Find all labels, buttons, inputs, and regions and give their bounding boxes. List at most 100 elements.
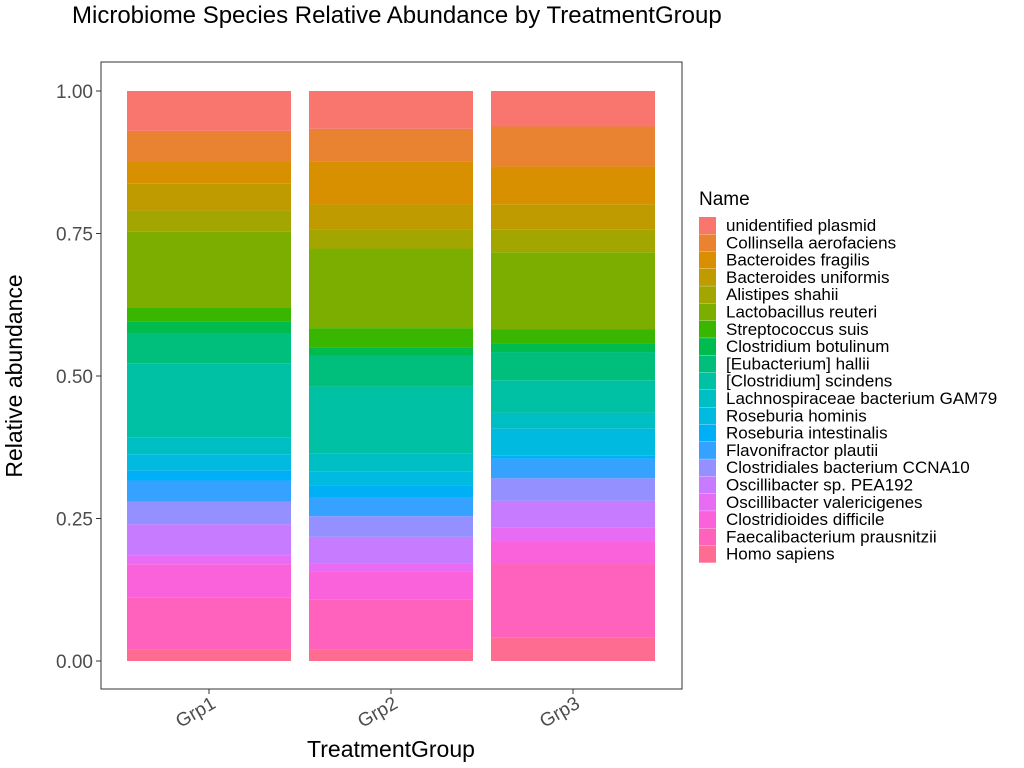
legend-label: Roseburia intestinalis — [726, 424, 888, 443]
legend-label: Clostridiales bacterium CCNA10 — [726, 458, 970, 477]
bar-segment — [127, 437, 291, 455]
bar-segment — [491, 166, 655, 205]
bar-segment — [309, 536, 473, 564]
bar-segment — [127, 333, 291, 364]
bar-segment — [309, 328, 473, 348]
bar-segment — [127, 161, 291, 184]
legend-key — [699, 493, 716, 511]
bar-segment — [491, 500, 655, 528]
legend-key — [699, 511, 716, 529]
bar-segment — [127, 210, 291, 232]
bar-segment — [491, 412, 655, 429]
bar-segment — [491, 229, 655, 253]
bar-segment — [491, 204, 655, 230]
legend-label: Streptococcus suis — [726, 320, 869, 339]
bar-segment — [491, 252, 655, 330]
legend-key — [699, 234, 716, 252]
bar-segment — [309, 355, 473, 387]
legend-key — [699, 251, 716, 269]
legend-label: Collinsella aerofaciens — [726, 233, 896, 252]
legend-key — [699, 390, 716, 407]
bar-segment — [491, 564, 655, 638]
bar-segment — [309, 497, 473, 517]
x-tick-label: Grp3 — [536, 693, 583, 732]
bar-segment — [127, 321, 291, 334]
x-axis-title: TreatmentGroup — [307, 736, 475, 762]
y-tick-label: 0.50 — [56, 367, 93, 388]
legend-key — [699, 459, 716, 477]
bar-segment — [309, 563, 473, 572]
legend-label: unidentified plasmid — [726, 216, 876, 235]
bar-segment — [309, 571, 473, 600]
bar-segment — [309, 516, 473, 537]
legend-label: Homo sapiens — [726, 545, 835, 564]
legend-label: Clostridium botulinum — [726, 337, 889, 356]
bar-segment — [309, 347, 473, 356]
legend-label: Clostridioides difficile — [726, 510, 884, 529]
legend-label: Faecalibacterium prausnitzii — [726, 527, 937, 546]
legend-key — [699, 545, 716, 563]
bar-segment — [309, 229, 473, 249]
legend-label: Bacteroides fragilis — [726, 251, 870, 270]
bar-segment — [127, 597, 291, 650]
bar-segment — [127, 454, 291, 471]
y-tick-label: 0.00 — [56, 652, 93, 673]
bar-segment — [491, 126, 655, 167]
legend-key — [699, 407, 716, 425]
bar-segment — [309, 453, 473, 472]
bar-segment — [127, 91, 291, 131]
bar-segment — [309, 649, 473, 661]
bar-segment — [491, 428, 655, 456]
bar-stacks — [127, 91, 655, 661]
y-axis-title: Relative abundance — [1, 274, 27, 477]
legend-title: Name — [699, 189, 750, 210]
chart-title: Microbiome Species Relative Abundance by… — [72, 2, 722, 29]
legend-key — [699, 338, 716, 356]
bar-segment — [127, 501, 291, 525]
y-tick-label: 0.25 — [56, 510, 93, 531]
bar-segment — [309, 471, 473, 486]
legend-key — [699, 303, 716, 321]
bar-segment — [491, 455, 655, 459]
legend-label: [Clostridium] scindens — [726, 372, 892, 391]
bar-segment — [309, 386, 473, 454]
y-tick-label: 0.75 — [56, 225, 93, 246]
bar-segment — [127, 524, 291, 556]
legend-label: Bacteroides uniformis — [726, 268, 889, 287]
bar-segment — [127, 470, 291, 481]
bar-segment — [309, 91, 473, 129]
legend-key — [699, 441, 716, 459]
bar-segment — [491, 343, 655, 353]
bar-segment — [127, 363, 291, 438]
bar-segment — [127, 555, 291, 565]
legend-label: Lachnospiraceae bacterium GAM79 — [726, 389, 997, 408]
bar-segment — [491, 329, 655, 344]
bar-segment — [127, 307, 291, 322]
legend-label: Roseburia hominis — [726, 406, 867, 425]
legend-key — [699, 355, 716, 373]
x-tick-label: Grp2 — [354, 693, 401, 732]
bar-segment — [309, 248, 473, 329]
bar-segment — [491, 637, 655, 661]
bar-segment — [491, 527, 655, 542]
bar-segment — [491, 380, 655, 413]
bar-segment — [491, 352, 655, 381]
legend-key — [699, 286, 716, 304]
bar-segment — [309, 204, 473, 230]
x-axis: Grp1 Grp2 Grp3 — [172, 689, 584, 732]
bar-segment — [491, 91, 655, 127]
bar-segment — [309, 485, 473, 498]
bar-segment — [127, 480, 291, 502]
bar-segment — [127, 649, 291, 661]
legend-key — [699, 372, 716, 390]
bar-segment — [127, 564, 291, 598]
bar-segment — [309, 128, 473, 162]
bar-segment — [127, 231, 291, 308]
bar-segment — [491, 478, 655, 501]
legend-key — [699, 424, 716, 442]
legend-key — [699, 528, 716, 546]
y-axis: 0.00 0.25 0.50 0.75 1.00 — [56, 82, 101, 673]
legend-key — [699, 320, 716, 338]
legend-key — [699, 217, 716, 234]
bar-segment — [491, 458, 655, 479]
